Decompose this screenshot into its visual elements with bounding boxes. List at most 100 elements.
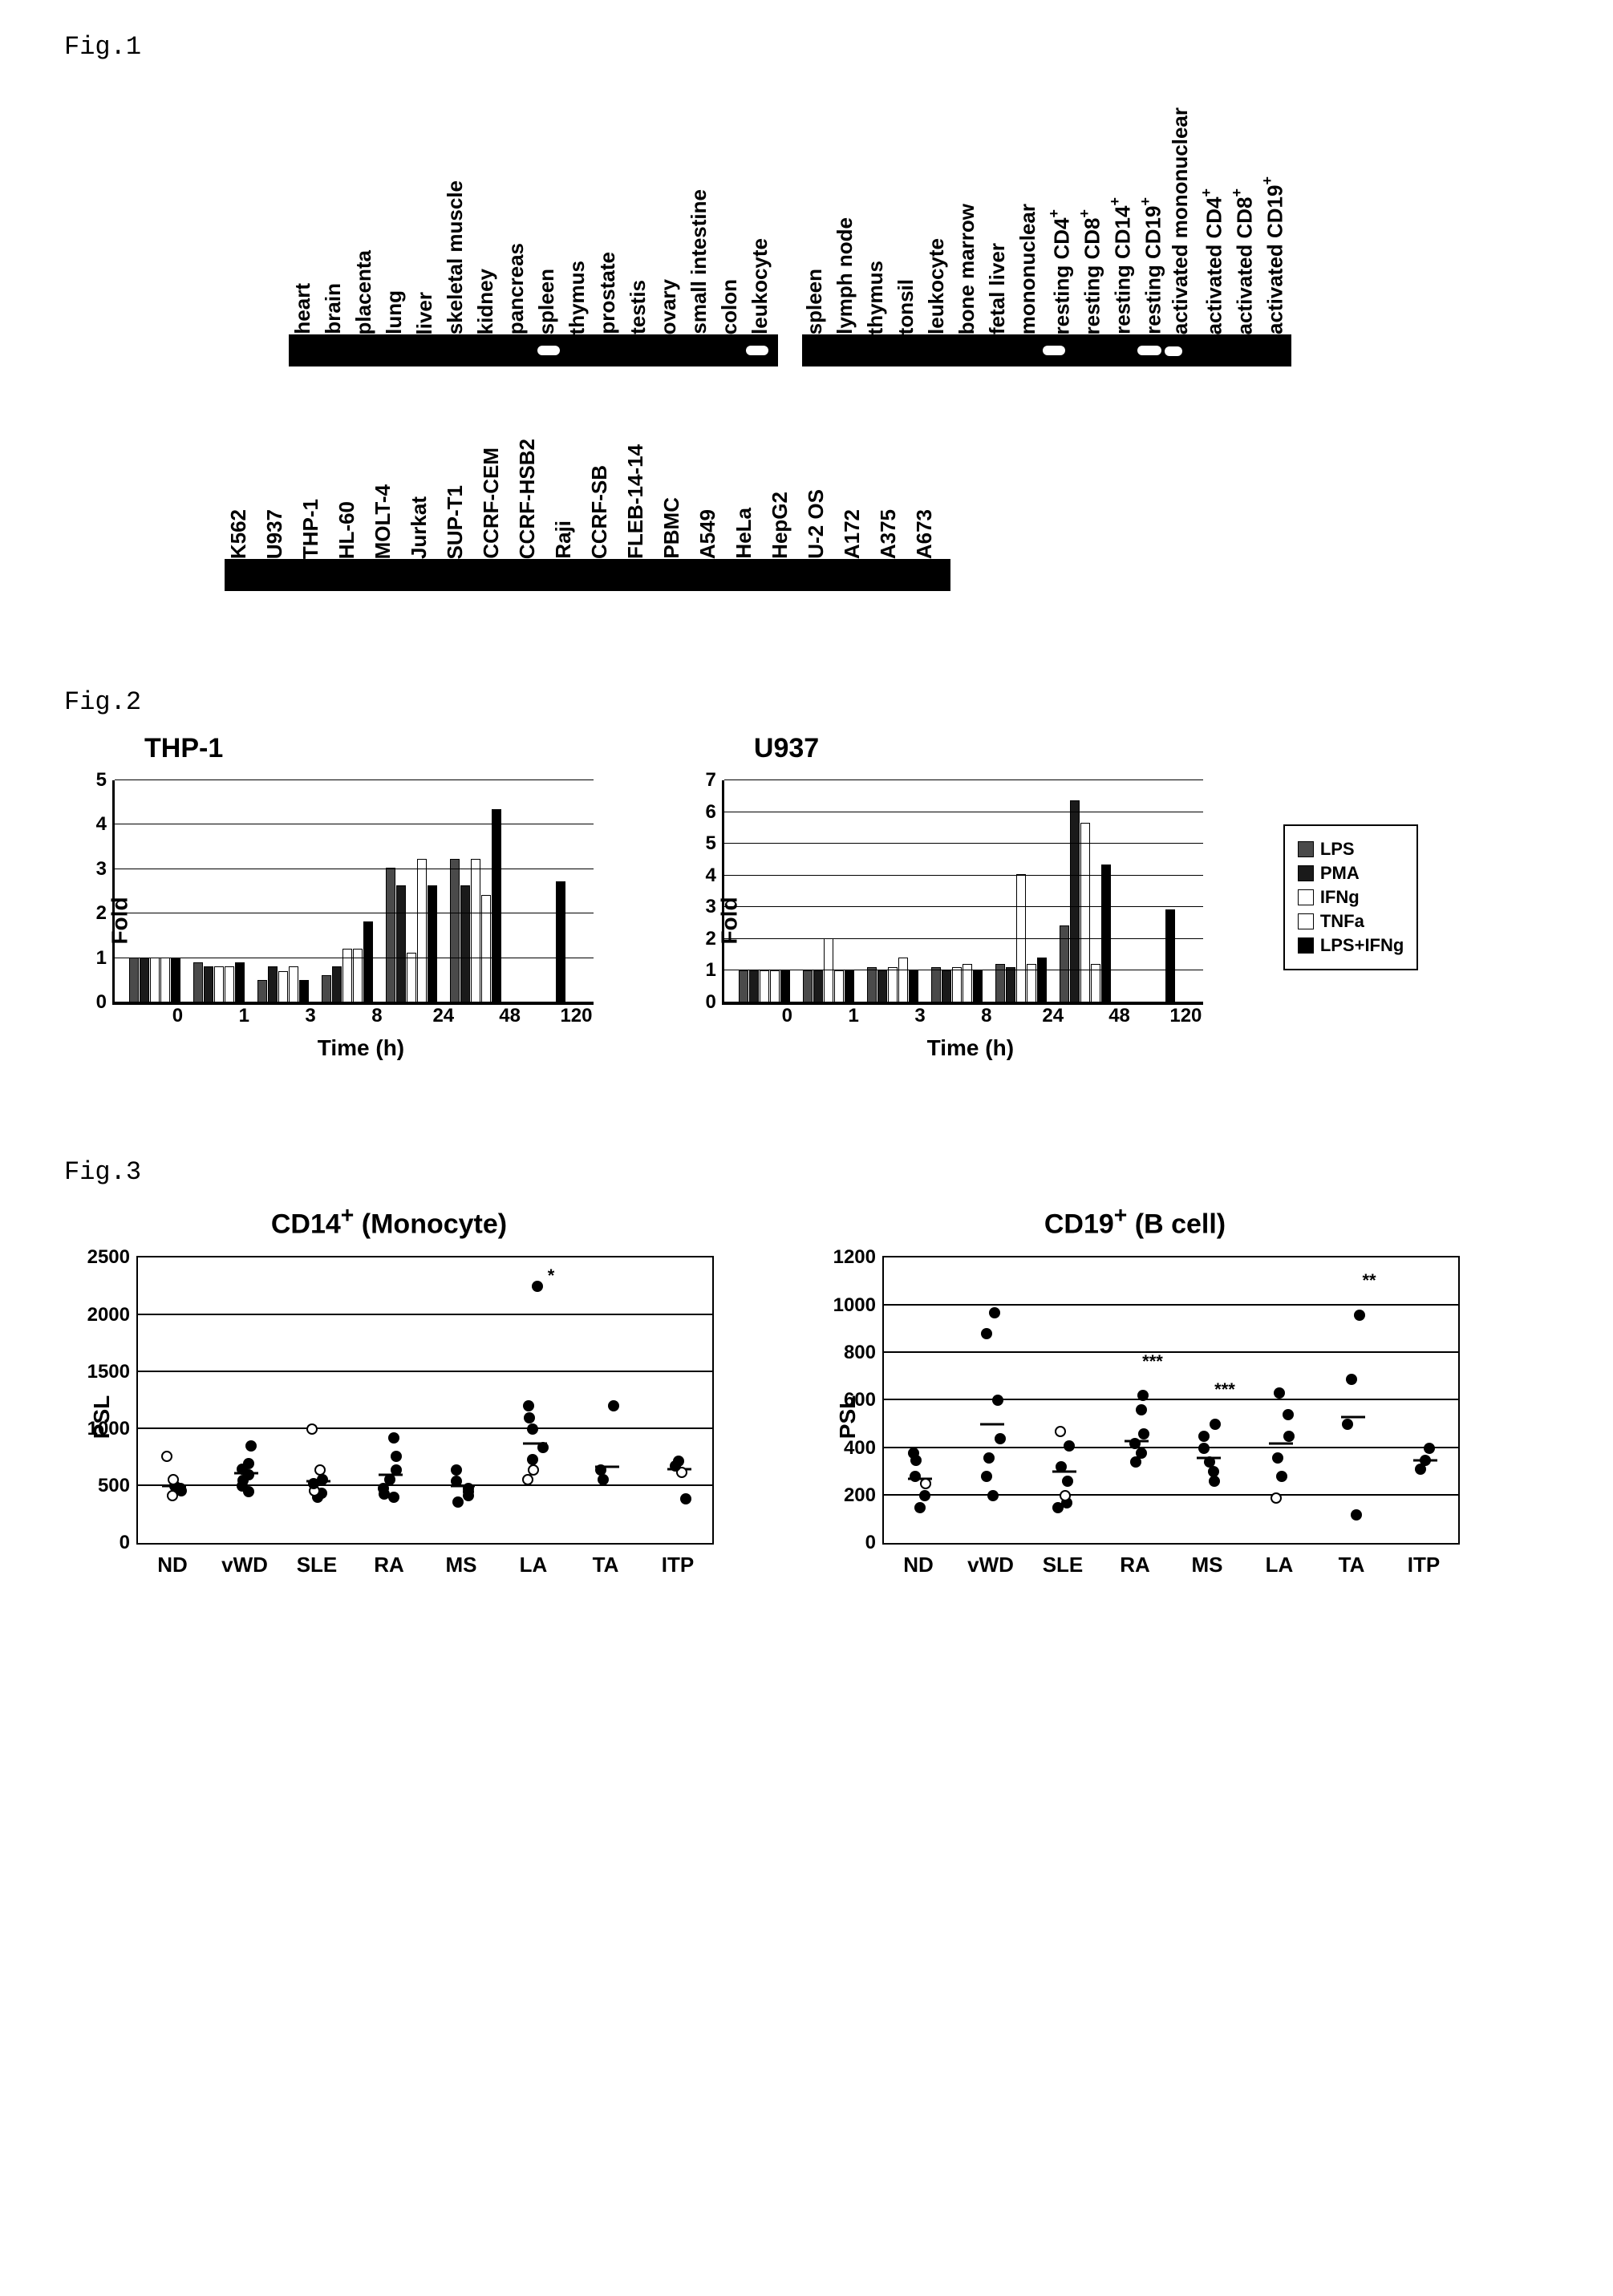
data-point xyxy=(1283,1409,1294,1420)
legend-item: PMA xyxy=(1298,863,1404,884)
bar xyxy=(140,958,149,1002)
y-tick: 0 xyxy=(96,991,115,1014)
x-tick: vWD xyxy=(954,1553,1027,1577)
legend-item: LPS+IFNg xyxy=(1298,935,1404,956)
data-point xyxy=(527,1454,538,1465)
y-tick: 4 xyxy=(96,813,115,836)
x-tick: MS xyxy=(1171,1553,1243,1577)
data-point xyxy=(673,1456,684,1467)
tissue-label: resting CD19+ xyxy=(1136,197,1166,334)
data-point xyxy=(992,1395,1003,1406)
data-point xyxy=(245,1440,257,1452)
bar-group xyxy=(257,966,309,1002)
bar xyxy=(1101,865,1111,1002)
plot-area: 05001000150020002500* xyxy=(136,1256,714,1545)
fig1-blot-bar-a xyxy=(289,334,778,366)
bar xyxy=(363,921,373,1002)
x-axis-label: Time (h) xyxy=(112,1035,610,1061)
y-tick: 200 xyxy=(844,1484,884,1507)
bar xyxy=(888,967,898,1002)
data-point xyxy=(168,1474,179,1485)
x-tick: 48 xyxy=(476,1005,543,1027)
y-tick: 6 xyxy=(706,801,724,824)
data-point xyxy=(1136,1448,1147,1459)
data-point xyxy=(537,1442,549,1453)
bar xyxy=(760,970,769,1002)
tissue-label: liver xyxy=(411,292,441,335)
data-point xyxy=(314,1464,326,1476)
tissue-label: bone marrow xyxy=(953,204,983,334)
data-point xyxy=(1276,1471,1287,1482)
bar-chart: THP-1Fold01234501382448120Time (h) xyxy=(64,733,610,1061)
x-tick: 48 xyxy=(1086,1005,1153,1027)
x-tick: SLE xyxy=(281,1553,353,1577)
data-point xyxy=(527,1423,538,1435)
data-point xyxy=(388,1432,399,1444)
cellline-label: THP-1 xyxy=(297,499,333,559)
y-tick: 1000 xyxy=(833,1294,884,1317)
legend-label: LPS+IFNg xyxy=(1320,935,1404,956)
tissue-label: leukocyte xyxy=(746,238,776,334)
data-point xyxy=(910,1471,921,1482)
cellline-label: U937 xyxy=(261,509,297,559)
bar xyxy=(739,970,748,1002)
tissue-label: thymus xyxy=(563,261,594,334)
x-tick: ITP xyxy=(1388,1553,1460,1577)
tissue-label: activated mononuclear xyxy=(1166,107,1197,334)
bar xyxy=(299,980,309,1002)
bar xyxy=(867,967,877,1002)
fig2-label: Fig.2 xyxy=(64,687,1549,717)
cellline-label: Raji xyxy=(549,520,586,559)
bar xyxy=(204,966,213,1002)
tissue-label: activated CD19+ xyxy=(1258,176,1288,334)
data-point xyxy=(981,1471,992,1482)
data-point xyxy=(1204,1456,1215,1468)
chart-title: CD19+ (B cell) xyxy=(810,1203,1460,1240)
tissue-label: spleen xyxy=(800,269,831,334)
cellline-label: A549 xyxy=(694,509,730,559)
data-point xyxy=(1060,1490,1071,1501)
chart-title: THP-1 xyxy=(144,733,610,764)
scatter-chart: CD19+ (B cell)PSL020040060080010001200**… xyxy=(810,1203,1460,1577)
blot-band xyxy=(746,346,768,355)
bar-group xyxy=(739,970,790,1002)
tissue-label: placenta xyxy=(350,250,380,335)
y-tick: 400 xyxy=(844,1437,884,1460)
bar xyxy=(1037,958,1047,1002)
data-point xyxy=(1198,1431,1210,1442)
bar-group xyxy=(193,962,245,1002)
x-tick: 8 xyxy=(953,1005,1019,1027)
plot-area: 020040060080010001200******** xyxy=(882,1256,1460,1545)
y-tick: 3 xyxy=(706,896,724,918)
legend-swatch xyxy=(1298,841,1314,857)
y-tick: 500 xyxy=(98,1475,138,1497)
y-tick: 5 xyxy=(96,769,115,792)
bar xyxy=(1060,925,1069,1002)
x-tick: MS xyxy=(425,1553,497,1577)
fig1-row2: K562U937THP-1HL-60MOLT-4JurkatSUP-T1CCRF… xyxy=(64,399,1549,591)
bar xyxy=(160,958,170,1002)
fig3-label: Fig.3 xyxy=(64,1157,1549,1187)
cellline-label: PBMC xyxy=(658,497,694,559)
data-point xyxy=(920,1478,931,1489)
data-point xyxy=(1130,1456,1141,1468)
x-tick: ND xyxy=(882,1553,954,1577)
bar xyxy=(803,970,813,1002)
bar xyxy=(193,962,203,1002)
bar xyxy=(780,970,790,1002)
bar xyxy=(877,970,887,1002)
y-tick: 2 xyxy=(706,928,724,950)
fig1-row1: heartbrainplacentalungliverskeletal musc… xyxy=(64,78,1549,366)
y-tick: 1000 xyxy=(87,1418,138,1440)
legend-swatch xyxy=(1298,889,1314,905)
x-tick: 3 xyxy=(278,1005,344,1027)
x-tick: ND xyxy=(136,1553,209,1577)
y-tick: 2 xyxy=(96,902,115,925)
plot-area: 01234567 xyxy=(722,780,1203,1005)
legend-swatch xyxy=(1298,913,1314,929)
data-point xyxy=(391,1464,402,1476)
tissue-label: ovary xyxy=(655,279,685,334)
tissue-label: testis xyxy=(624,280,655,334)
bar xyxy=(150,958,160,1002)
fig2-charts-container: THP-1Fold01234501382448120Time (h)U937Fo… xyxy=(64,733,1549,1061)
